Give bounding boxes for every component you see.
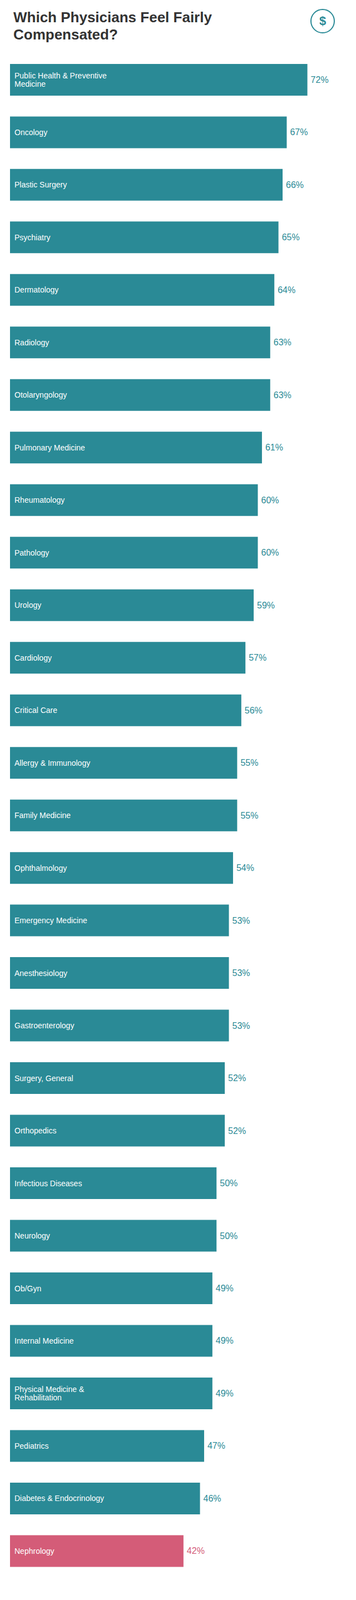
svg-text:52%: 52%: [228, 1126, 246, 1136]
html-text:Which Physicians Feel Fairly C: Which Physicians Feel Fairly Compensated…: [13, 8, 212, 43]
svg-text:Ophthalmology: Ophthalmology: [14, 863, 67, 873]
svg-text:55%: 55%: [240, 811, 259, 821]
svg-text:Pediatrics: Pediatrics: [14, 1441, 49, 1451]
svg-text:Urology: Urology: [14, 601, 42, 611]
svg-text:60%: 60%: [261, 548, 280, 558]
svg-text:64%: 64%: [277, 285, 296, 295]
svg-text:Oncology: Oncology: [14, 127, 48, 137]
svg-text:55%: 55%: [240, 758, 259, 769]
svg-text:Cardiology: Cardiology: [14, 653, 52, 663]
svg-text:Infectious Diseases: Infectious Diseases: [14, 1179, 82, 1189]
svg-text:63%: 63%: [273, 338, 292, 348]
svg-text:Allergy & Immunology: Allergy & Immunology: [14, 758, 91, 768]
svg-text:Pathology: Pathology: [14, 548, 49, 558]
svg-text:Physical Medicine &Rehabilitat: Physical Medicine &Rehabilitation: [14, 1385, 85, 1403]
svg-text:46%: 46%: [203, 1494, 222, 1504]
svg-text:50%: 50%: [219, 1231, 238, 1241]
svg-text:49%: 49%: [215, 1388, 234, 1399]
svg-text:Otolaryngology: Otolaryngology: [14, 391, 67, 400]
svg-text:53%: 53%: [232, 1021, 251, 1031]
svg-text:Radiology: Radiology: [14, 338, 49, 348]
svg-text:Emergency Medicine: Emergency Medicine: [14, 916, 88, 926]
svg-text:Gastroenterology: Gastroenterology: [14, 1021, 74, 1031]
svg-text:61%: 61%: [265, 443, 284, 453]
svg-text:Internal Medicine: Internal Medicine: [14, 1336, 74, 1346]
svg-text:Pulmonary Medicine: Pulmonary Medicine: [14, 443, 86, 453]
svg-text:Nephrology: Nephrology: [14, 1546, 55, 1556]
svg-text:Family Medicine: Family Medicine: [14, 811, 71, 821]
svg-text:59%: 59%: [256, 600, 275, 611]
svg-text:49%: 49%: [215, 1336, 234, 1347]
svg-text:42%: 42%: [186, 1546, 205, 1557]
svg-text:57%: 57%: [248, 653, 267, 664]
svg-text:Public Health & PreventiveMedi: Public Health & PreventiveMedicine: [14, 71, 107, 89]
svg-text:Diabetes & Endocrinology: Diabetes & Endocrinology: [14, 1494, 105, 1504]
svg-text:50%: 50%: [219, 1178, 238, 1189]
svg-text:Anesthesiology: Anesthesiology: [14, 968, 68, 978]
svg-text:Critical Care: Critical Care: [14, 706, 58, 716]
svg-text:60%: 60%: [261, 495, 280, 506]
svg-text:49%: 49%: [215, 1283, 234, 1294]
svg-text:Surgery, General: Surgery, General: [14, 1074, 74, 1084]
svg-text:53%: 53%: [232, 968, 251, 978]
svg-text:53%: 53%: [232, 916, 251, 926]
svg-text:Rheumatology: Rheumatology: [14, 496, 65, 506]
svg-text:66%: 66%: [285, 180, 304, 190]
svg-text:65%: 65%: [282, 233, 300, 243]
svg-text:56%: 56%: [244, 705, 263, 716]
svg-text:67%: 67%: [289, 127, 308, 138]
svg-text:Plastic Surgery: Plastic Surgery: [14, 180, 67, 190]
svg-text:Orthopedics: Orthopedics: [14, 1126, 57, 1136]
svg-text:72%: 72%: [310, 75, 329, 85]
svg-text:63%: 63%: [273, 390, 292, 400]
svg-text:Dermatology: Dermatology: [14, 285, 59, 295]
svg-text:54%: 54%: [236, 863, 255, 874]
svg-text:Ob/Gyn: Ob/Gyn: [14, 1284, 42, 1294]
svg-text:47%: 47%: [207, 1441, 226, 1452]
svg-text:Psychiatry: Psychiatry: [14, 233, 51, 242]
svg-text:52%: 52%: [228, 1073, 246, 1084]
svg-text:Neurology: Neurology: [14, 1231, 51, 1241]
